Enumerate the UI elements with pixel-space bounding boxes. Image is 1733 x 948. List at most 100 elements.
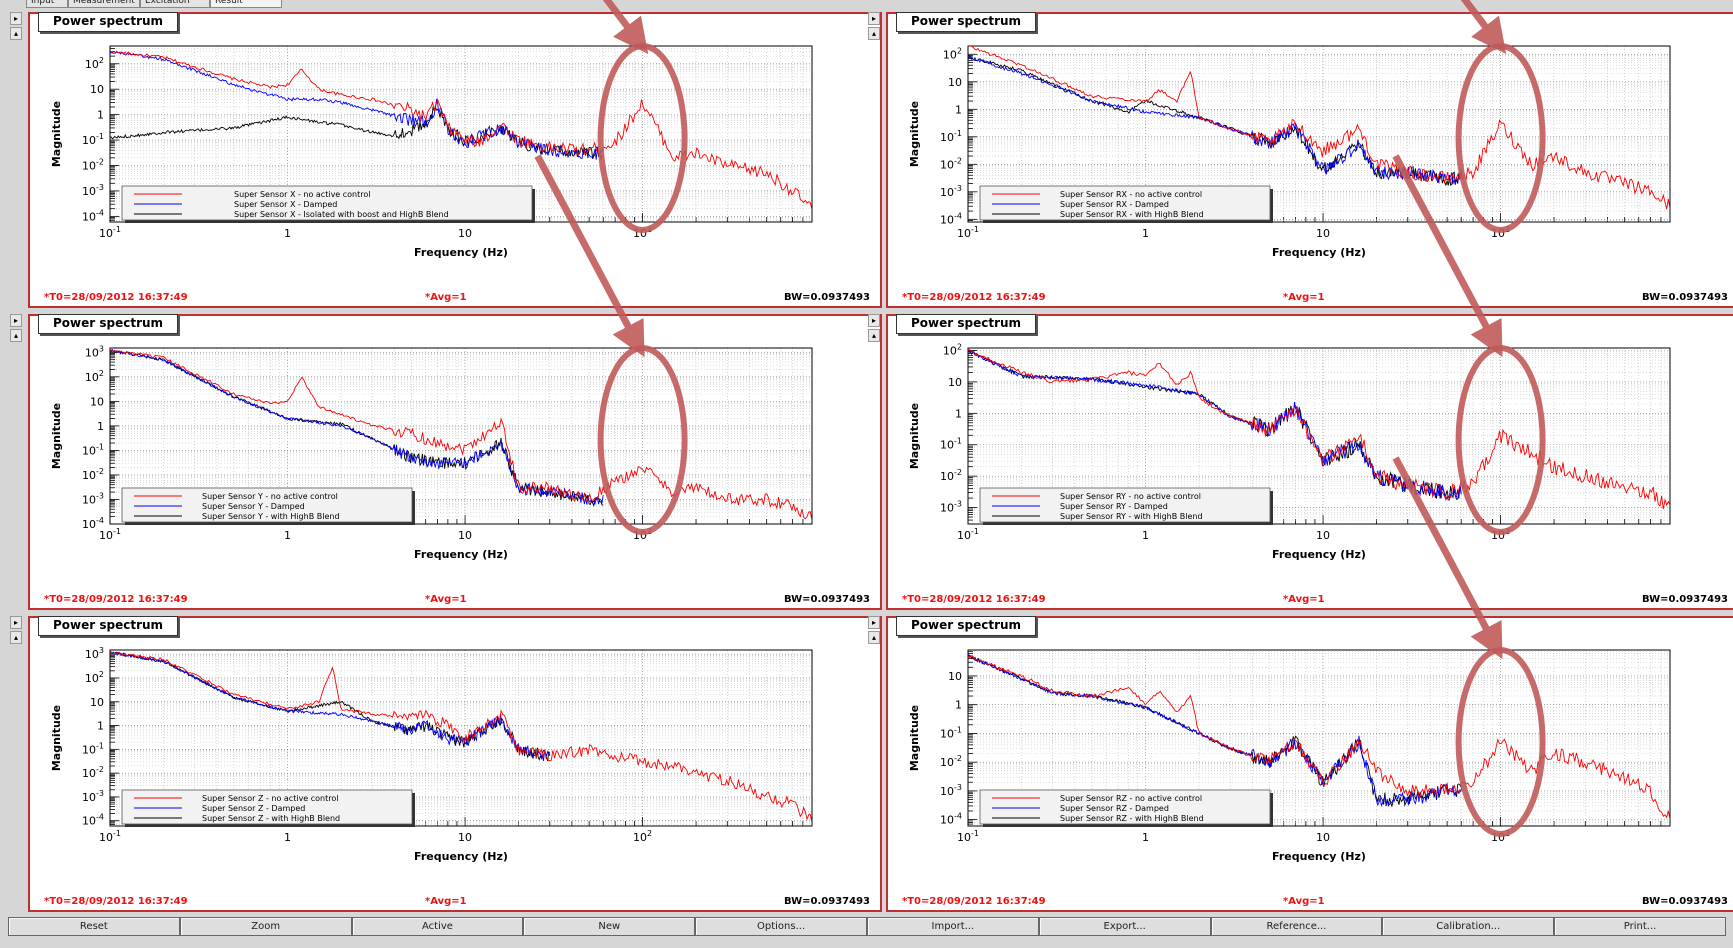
series-line-blue [110, 650, 551, 762]
y-tick-label: 10-2 [82, 467, 104, 482]
status-t0: *T0=28/09/2012 16:37:49 [44, 896, 188, 907]
series-line-blue [110, 349, 604, 506]
x-tick-label: 102 [633, 225, 652, 240]
status-bandwidth: BW=0.0937493 [1642, 292, 1728, 303]
y-tick-label: 10-3 [82, 183, 104, 198]
y-tick-label: 10-2 [82, 157, 104, 172]
expand-right-icon[interactable]: ▸ [10, 616, 22, 629]
legend-label: Super Sensor RX - with HighB Blend [1060, 210, 1204, 219]
tab-result[interactable]: Result [210, 0, 282, 8]
power-spectrum-chart: 10-1 1 10 102 102 10 1 10-1 10-2 10-3 10-4 Frequenc… [908, 45, 1671, 259]
y-tick-label: 1 [955, 407, 962, 420]
plot-pane-ry: ▸ ▴ 10-1 1 10 102 102 10 1 10-1 10-2 10-3 Frequency … [868, 314, 1733, 610]
y-tick-label: 10-3 [940, 783, 962, 798]
new-button[interactable]: New [523, 917, 696, 936]
series-line-red [110, 651, 812, 824]
x-axis-label: Frequency (Hz) [414, 850, 508, 863]
expand-right-icon[interactable]: ▸ [868, 616, 880, 629]
tab-measurement[interactable]: Measurement [68, 0, 140, 8]
series-line-red [110, 349, 812, 521]
legend-label: Super Sensor RY - with HighB Blend [1060, 512, 1203, 521]
expand-right-icon[interactable]: ▸ [868, 12, 880, 25]
collapse-up-icon[interactable]: ▴ [868, 27, 880, 40]
series-line-black [968, 655, 1462, 808]
plot-frame[interactable]: 10-1 1 10 102 103 102 10 1 10-1 10-2 10-3 10-4 Frequ… [28, 314, 882, 610]
legend-label: Super Sensor Y - with HighB Blend [202, 512, 340, 521]
legend: Super Sensor X - no active controlSuper … [121, 185, 535, 223]
y-tick-label: 10-1 [940, 725, 962, 740]
legend-label: Super Sensor RY - Damped [1060, 502, 1168, 511]
legend-label: Super Sensor RZ - Damped [1060, 804, 1169, 813]
import-button[interactable]: Import... [866, 917, 1039, 936]
plot-frame[interactable]: 10-1 1 10 102 103 102 10 1 10-1 10-2 10-3 10-4 Frequ… [28, 616, 882, 912]
y-tick-label: 10-3 [82, 491, 104, 506]
tab-input[interactable]: Input [26, 0, 68, 8]
plot-frame[interactable]: 10-1 1 10 102 102 10 1 10-1 10-2 10-3 Frequency (H… [886, 314, 1733, 610]
x-tick-label: 10 [1316, 227, 1330, 240]
print-button[interactable]: Print... [1554, 917, 1726, 936]
x-axis-label: Frequency (Hz) [1272, 548, 1366, 561]
legend: Super Sensor RX - no active controlSuper… [979, 185, 1273, 223]
y-tick-label: 1 [97, 720, 104, 733]
command-button-bar: Reset Zoom Active New Options... Import.… [8, 917, 1726, 937]
collapse-up-icon[interactable]: ▴ [10, 27, 22, 40]
x-tick-label: 102 [1491, 829, 1510, 844]
y-tick-label: 103 [85, 344, 104, 359]
x-tick-label: 1 [1142, 529, 1149, 542]
y-tick-label: 10-2 [940, 156, 962, 171]
y-tick-label: 102 [85, 670, 104, 685]
export-button[interactable]: Export... [1038, 917, 1211, 936]
options-button[interactable]: Options... [695, 917, 867, 936]
collapse-up-icon[interactable]: ▴ [10, 631, 22, 644]
y-tick-label: 10-4 [940, 211, 962, 226]
y-axis-label: Magnitude [908, 101, 921, 167]
x-tick-label: 10-1 [957, 829, 979, 844]
y-tick-label: 1 [955, 103, 962, 116]
status-bandwidth: BW=0.0937493 [784, 292, 870, 303]
collapse-up-icon[interactable]: ▴ [10, 329, 22, 342]
tab-excitation[interactable]: Excitation [140, 0, 210, 8]
y-tick-label: 1 [955, 699, 962, 712]
legend-label: Super Sensor RZ - no active control [1060, 794, 1202, 803]
x-tick-label: 1 [284, 227, 291, 240]
legend: Super Sensor Z - no active controlSuper … [121, 789, 415, 827]
plot-frame[interactable]: 10-1 1 10 102 102 10 1 10-1 10-2 10-3 10-4 Frequenc… [886, 12, 1733, 308]
power-spectrum-chart: 10-1 1 10 102 102 10 1 10-1 10-2 10-3 10-4 Frequenc… [50, 45, 813, 259]
collapse-up-icon[interactable]: ▴ [868, 631, 880, 644]
y-tick-label: 10 [948, 76, 962, 89]
zoom-button[interactable]: Zoom [179, 917, 352, 936]
expand-right-icon[interactable]: ▸ [868, 314, 880, 327]
status-bandwidth: BW=0.0937493 [784, 594, 870, 605]
plot-frame[interactable]: 10-1 1 10 102 10 1 10-1 10-2 10-3 10-4 Frequency (… [886, 616, 1733, 912]
x-axis-label: Frequency (Hz) [414, 246, 508, 259]
legend: Super Sensor Y - no active controlSuper … [121, 487, 415, 525]
plot-pane-x: ▸ ▴ 10-1 1 10 102 102 10 1 10-1 10-2 10-3 10-4 Freque… [10, 12, 882, 308]
status-bandwidth: BW=0.0937493 [784, 896, 870, 907]
status-avg: *Avg=1 [1283, 292, 1325, 303]
y-tick-label: 10-1 [940, 437, 962, 452]
tab-strip: Input Measurement Excitation Result [0, 0, 1733, 11]
status-avg: *Avg=1 [425, 896, 467, 907]
legend-box [121, 185, 533, 221]
y-tick-label: 10 [90, 83, 104, 96]
reset-button[interactable]: Reset [8, 917, 180, 936]
y-tick-label: 10-1 [82, 741, 104, 756]
calibration-button[interactable]: Calibration... [1382, 917, 1555, 936]
y-tick-label: 102 [85, 369, 104, 384]
x-tick-label: 1 [284, 529, 291, 542]
chart-title: Power spectrum [38, 12, 179, 32]
legend-label: Super Sensor X - no active control [234, 190, 371, 199]
y-tick-label: 10-2 [940, 468, 962, 483]
chart-title: Power spectrum [38, 616, 179, 636]
y-tick-label: 10-3 [940, 500, 962, 515]
power-spectrum-chart: 10-1 1 10 102 102 10 1 10-1 10-2 10-3 Frequency (H… [908, 342, 1671, 561]
y-tick-label: 102 [943, 342, 962, 357]
plot-frame[interactable]: 10-1 1 10 102 102 10 1 10-1 10-2 10-3 10-4 Frequenc… [28, 12, 882, 308]
expand-right-icon[interactable]: ▸ [10, 12, 22, 25]
collapse-up-icon[interactable]: ▴ [868, 329, 880, 342]
plot-area-border [109, 347, 813, 525]
status-avg: *Avg=1 [425, 594, 467, 605]
reference-button[interactable]: Reference... [1210, 917, 1383, 936]
active-button[interactable]: Active [351, 917, 524, 936]
expand-right-icon[interactable]: ▸ [10, 314, 22, 327]
